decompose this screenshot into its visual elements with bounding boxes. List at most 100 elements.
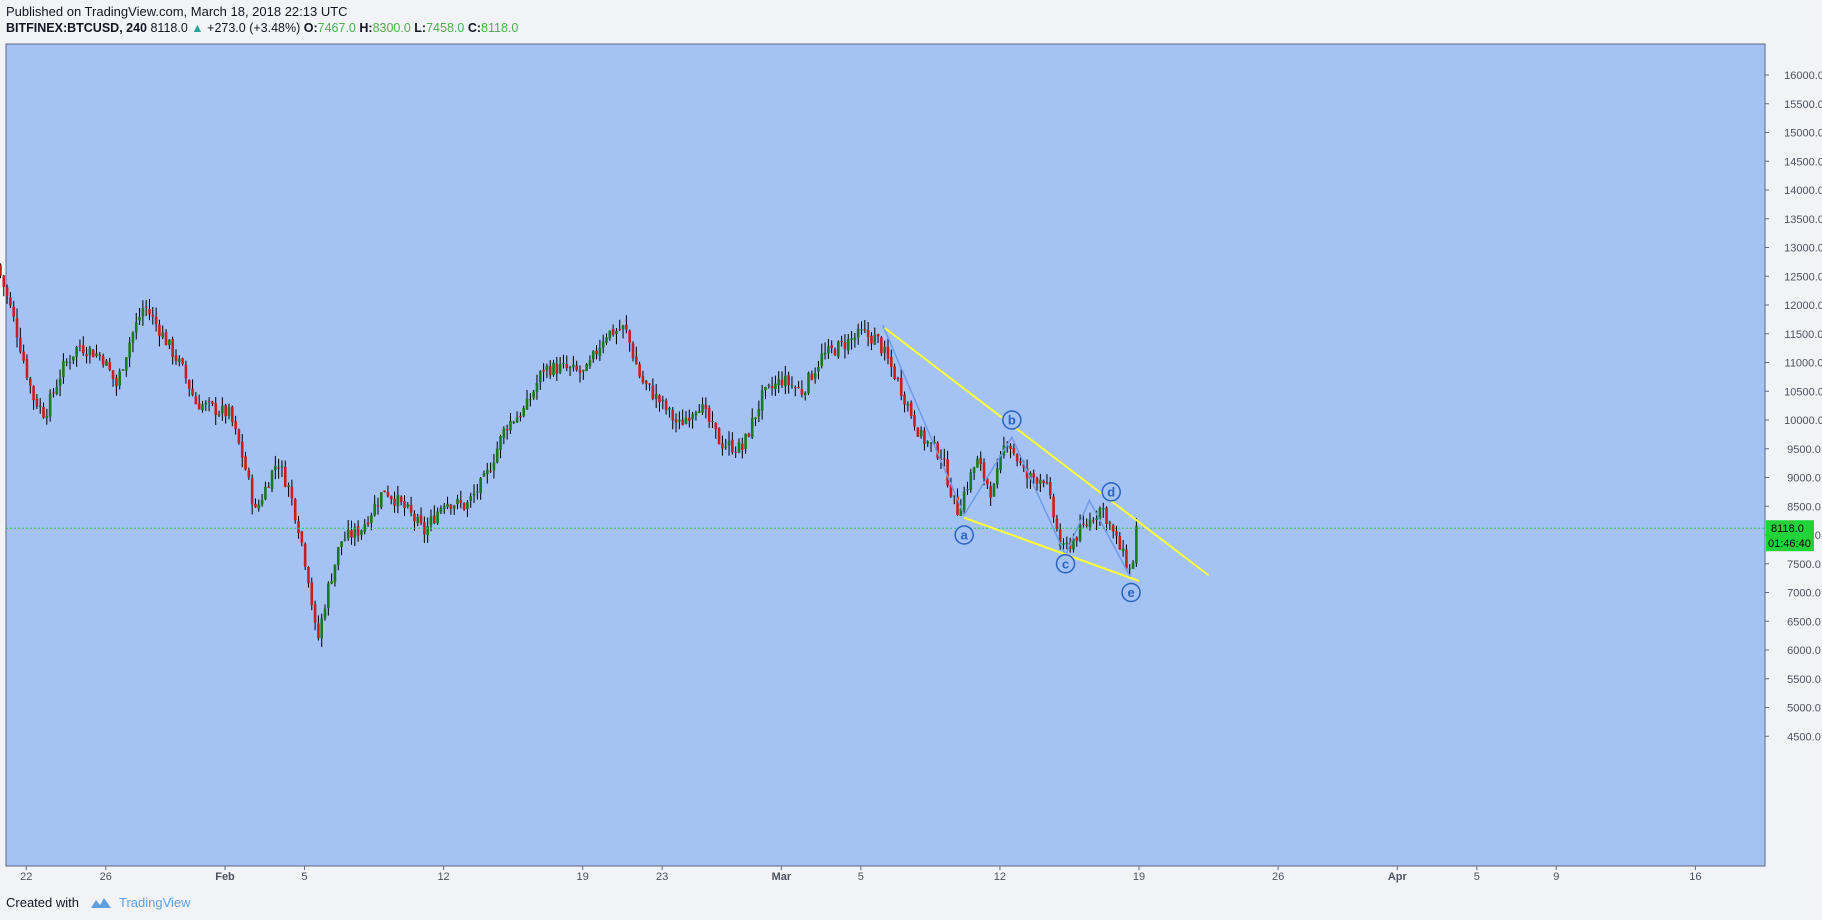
candle-body [731, 439, 734, 453]
y-tick-label: 15000.0 [1784, 128, 1822, 140]
candle-body [1115, 530, 1118, 536]
y-tick-label: 5500.0 [1787, 674, 1821, 686]
price-badge-countdown: 01:46:40 [1768, 538, 1811, 550]
candle-body [810, 373, 814, 380]
candle-body [535, 383, 539, 392]
candle-body [432, 515, 436, 524]
candle-body [380, 492, 383, 508]
candle-body [1108, 522, 1112, 524]
candle-body [207, 401, 211, 403]
candle-body [177, 358, 181, 362]
candle-body [413, 513, 416, 522]
candle-body [1015, 454, 1019, 462]
x-tick-label: 19 [1133, 871, 1145, 883]
price-axis[interactable] [1765, 44, 1822, 866]
candle-body [171, 338, 174, 357]
plot-area[interactable] [5, 43, 1766, 867]
y-tick-label: 7000.0 [1787, 588, 1821, 600]
candle-body [5, 287, 9, 296]
candle-body [141, 308, 145, 317]
up-arrow-icon: ▲ [191, 21, 204, 35]
candle-body [1131, 562, 1135, 569]
candle-body [793, 387, 797, 389]
candle-body [846, 338, 850, 351]
candle-body [601, 341, 605, 348]
candle-body [1092, 520, 1095, 522]
candle-body [1055, 518, 1059, 529]
candle-body [164, 332, 168, 346]
candle-body [562, 362, 565, 365]
candle-body [466, 502, 469, 509]
candle-body [1118, 536, 1122, 550]
candle-body [98, 354, 102, 356]
candle-body [542, 369, 545, 372]
candle-body [784, 375, 787, 387]
candle-body [436, 511, 439, 524]
candle-body [376, 505, 380, 507]
candle-body [982, 462, 986, 479]
symbol-name[interactable]: BITFINEX:BTCUSD, 240 [6, 21, 147, 35]
candle-body [605, 337, 608, 343]
candle-body [343, 539, 347, 541]
candle-body [641, 376, 645, 383]
candle-body [439, 507, 443, 513]
candle-body [214, 403, 218, 415]
candle-body [870, 335, 873, 344]
candle-body [568, 366, 572, 369]
tradingview-logo[interactable]: TradingView [89, 895, 191, 910]
candle-body [711, 421, 714, 423]
candle-body [194, 396, 198, 405]
candle-body [615, 330, 618, 335]
high-value: 8300.0 [372, 21, 411, 35]
y-tick-label: 13500.0 [1784, 214, 1822, 226]
candle-body [383, 490, 386, 493]
candle-body [55, 387, 59, 394]
y-tick-label: 6500.0 [1787, 616, 1821, 628]
candle-body [638, 364, 641, 377]
candle-body [68, 361, 72, 363]
candle-body [88, 348, 92, 355]
candle-body [519, 415, 522, 418]
candle-body [161, 332, 165, 338]
candle-body [830, 345, 833, 349]
candle-body [956, 496, 959, 516]
x-ticks: 22 26 Feb 5 12 19 23 Mar 5 12 19 26 Apr 5 9 16 [20, 866, 1702, 883]
candle-body [989, 486, 992, 498]
candle-body [883, 347, 886, 353]
wave-label-circle [1002, 410, 1022, 430]
candle-body [1032, 473, 1036, 478]
candle-body [654, 393, 658, 399]
y-tick-label: 10000.0 [1784, 415, 1822, 427]
wave-label-d: d [1101, 482, 1121, 502]
y-tick-label: 7500.0 [1787, 559, 1821, 571]
candle-body [125, 357, 128, 371]
candle-body [131, 332, 135, 343]
candle-body [151, 314, 155, 317]
candle-body [926, 441, 930, 444]
candle-body [807, 372, 810, 394]
time-axis[interactable] [6, 866, 1765, 884]
symbol-info-bar: BITFINEX:BTCUSD, 240 8118.0 ▲ +273.0 (+3… [6, 21, 518, 35]
candle-body [611, 329, 615, 335]
candle-body [979, 457, 983, 464]
candle-body [833, 349, 837, 356]
candle-body [565, 364, 569, 369]
candle-body [704, 404, 708, 410]
candle-body [386, 491, 390, 497]
candle-body [1088, 519, 1092, 528]
candle-body [972, 467, 976, 474]
candle-body [575, 365, 578, 370]
candle-body [952, 495, 956, 497]
price-badge-bg [1766, 520, 1814, 552]
candle-body [986, 478, 989, 485]
candle-body [346, 529, 350, 539]
candle-body [635, 356, 638, 365]
candle-body [552, 362, 555, 376]
candle-body [840, 340, 843, 342]
candle-body [15, 318, 19, 338]
candle-body [618, 329, 622, 331]
candle-body [406, 504, 410, 507]
candle-body [254, 503, 257, 508]
candle-body [187, 379, 191, 389]
